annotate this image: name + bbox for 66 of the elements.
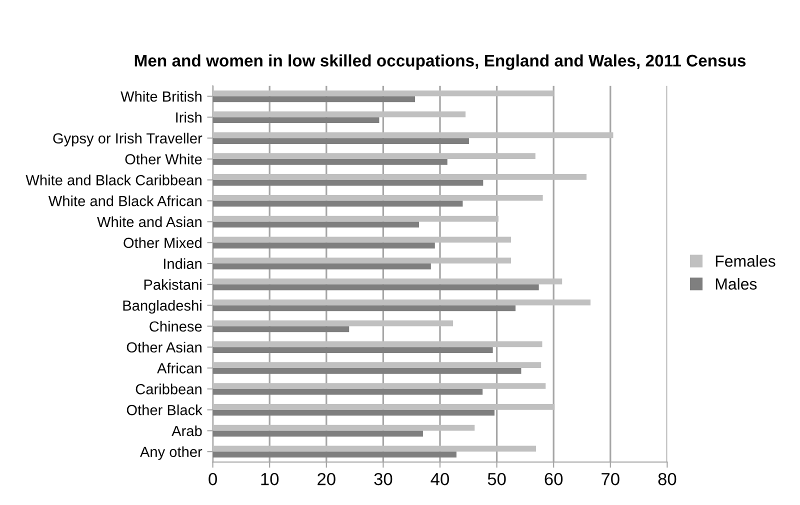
bar bbox=[212, 90, 554, 96]
bar bbox=[212, 242, 435, 248]
x-tick-label: 40 bbox=[430, 472, 449, 486]
bar bbox=[212, 117, 380, 124]
x-tick-label: 60 bbox=[544, 472, 563, 486]
y-tick-label: White British bbox=[120, 91, 202, 102]
bar bbox=[212, 424, 475, 431]
bar bbox=[212, 174, 587, 180]
y-tick-label: Arab bbox=[172, 425, 202, 436]
bar bbox=[212, 383, 546, 389]
bar bbox=[212, 341, 542, 348]
bar bbox=[212, 264, 431, 270]
bar bbox=[212, 194, 543, 201]
y-tick-label: Bangladeshi bbox=[123, 300, 202, 314]
bar bbox=[212, 96, 416, 102]
bar bbox=[212, 430, 423, 437]
bar bbox=[212, 326, 350, 332]
bar bbox=[212, 305, 516, 312]
y-tick-label: African bbox=[157, 362, 202, 374]
bar bbox=[212, 320, 454, 326]
bar bbox=[212, 368, 522, 374]
legend-label: Females bbox=[716, 255, 776, 267]
bar bbox=[212, 347, 493, 353]
bar bbox=[212, 299, 591, 306]
legend-label: Males bbox=[716, 278, 757, 290]
bar bbox=[212, 284, 539, 290]
x-tick-label: 30 bbox=[374, 472, 392, 486]
bar bbox=[212, 111, 466, 118]
bar bbox=[212, 153, 536, 160]
bar bbox=[212, 216, 499, 222]
bar bbox=[212, 132, 614, 138]
bar bbox=[212, 410, 495, 416]
bar bbox=[212, 222, 419, 228]
x-tick-label: 80 bbox=[658, 472, 676, 486]
y-tick-label: White and Black Caribbean bbox=[26, 174, 202, 186]
bar bbox=[212, 180, 484, 186]
bar bbox=[212, 362, 542, 368]
y-tick-label: White and Asian bbox=[97, 216, 202, 228]
y-tick-label: Caribbean bbox=[136, 384, 202, 394]
bar bbox=[212, 236, 511, 243]
y-tick-label: Gypsy or Irish Traveller bbox=[53, 132, 202, 146]
y-tick-label: Indian bbox=[164, 258, 202, 269]
bar bbox=[212, 404, 555, 410]
bar bbox=[212, 138, 469, 144]
y-tick-label: Other White bbox=[125, 154, 202, 164]
bar bbox=[212, 452, 456, 458]
y-tick-label: Chinese bbox=[150, 320, 202, 332]
chart-title: Men and women in low skilled occupations, England and Wales, 2011 Census bbox=[134, 54, 746, 70]
y-tick-label: Pakistani bbox=[144, 279, 202, 290]
y-tick-label: Other Asian bbox=[126, 342, 202, 353]
bar bbox=[212, 200, 463, 207]
y-tick-label: Any other bbox=[140, 446, 202, 460]
y-tick-label: Irish bbox=[176, 112, 202, 123]
y-tick-label: White and Black African bbox=[48, 196, 202, 206]
bar bbox=[212, 159, 448, 165]
bar bbox=[212, 388, 483, 395]
x-tick-label: 20 bbox=[318, 472, 336, 486]
bar bbox=[212, 278, 562, 284]
x-tick-label: 70 bbox=[602, 472, 620, 486]
x-tick-label: 10 bbox=[261, 472, 279, 486]
x-tick-label: 0 bbox=[208, 472, 217, 486]
x-tick-label: 50 bbox=[488, 472, 506, 486]
y-tick-label: Other Mixed bbox=[124, 237, 202, 248]
bar bbox=[212, 258, 511, 264]
bar bbox=[212, 446, 536, 452]
y-tick-label: Other Black bbox=[126, 404, 202, 416]
